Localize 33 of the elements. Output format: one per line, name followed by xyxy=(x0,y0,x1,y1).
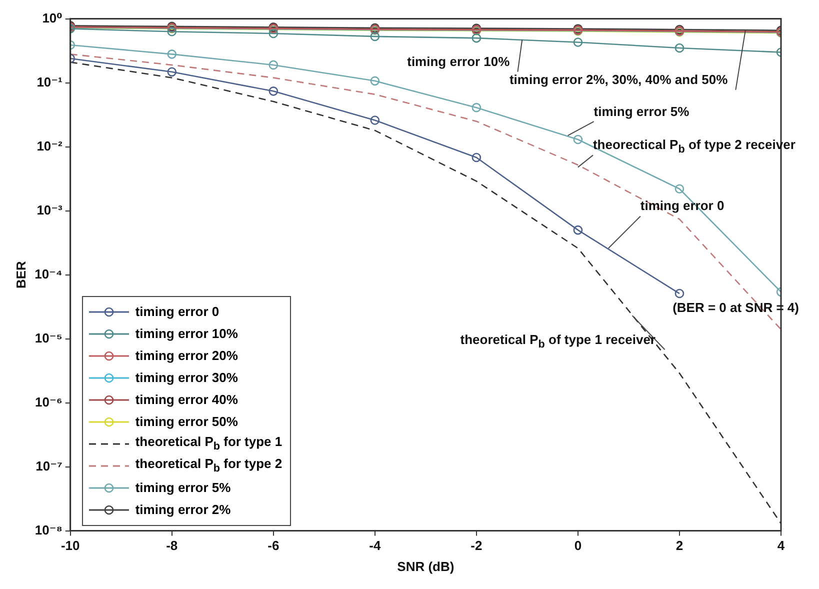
x-tick-label: 2 xyxy=(676,538,684,554)
y-tick-label: 10⁻¹ xyxy=(36,74,62,90)
legend-label: theoretical P$_{b}$ for type 2 xyxy=(135,456,282,476)
legend-label: timing error 0 xyxy=(135,304,220,320)
x-tick-label: -8 xyxy=(166,538,178,554)
y-tick-label: 10⁻² xyxy=(36,138,64,154)
y-tick-label: 10⁻⁴ xyxy=(34,266,62,282)
x-axis-title: SNR (dB) xyxy=(397,558,454,574)
y-tick-label: 10⁻⁶ xyxy=(35,394,62,410)
x-tick-label: 4 xyxy=(777,538,786,554)
annotation: timing error 2%, 30%, 40% and 50% xyxy=(509,72,728,88)
y-axis-title: BER xyxy=(13,260,28,289)
legend-label: timing error 30% xyxy=(135,370,238,386)
annotation: timing error 10% xyxy=(407,54,510,70)
x-tick-label: -2 xyxy=(470,538,482,554)
y-tick-label: 10⁻⁵ xyxy=(34,330,62,346)
annotation: theoretical P$_{b}$ of type 1 receiver xyxy=(460,332,656,352)
legend-label: timing error 50% xyxy=(135,414,238,430)
annotation: timing error 5% xyxy=(594,104,690,120)
y-tick-label: 10⁻⁷ xyxy=(36,458,62,474)
legend-label: timing error 2% xyxy=(135,502,231,518)
x-tick-label: 0 xyxy=(574,538,582,554)
legend-label: timing error 20% xyxy=(135,348,238,364)
x-tick-label: -6 xyxy=(268,538,280,554)
legend-label: theoretical P$_{b}$ for type 1 xyxy=(135,434,282,454)
y-tick-label: 10⁻³ xyxy=(36,202,64,218)
legend-label: timing error 10% xyxy=(135,326,238,342)
x-tick-label: -10 xyxy=(60,538,80,554)
y-tick-label: 10⁰ xyxy=(42,10,63,26)
y-tick-label: 10⁻⁸ xyxy=(34,522,62,538)
legend-label: timing error 40% xyxy=(135,392,238,408)
legend-label: timing error 5% xyxy=(135,480,231,496)
x-tick-label: -4 xyxy=(369,538,382,554)
